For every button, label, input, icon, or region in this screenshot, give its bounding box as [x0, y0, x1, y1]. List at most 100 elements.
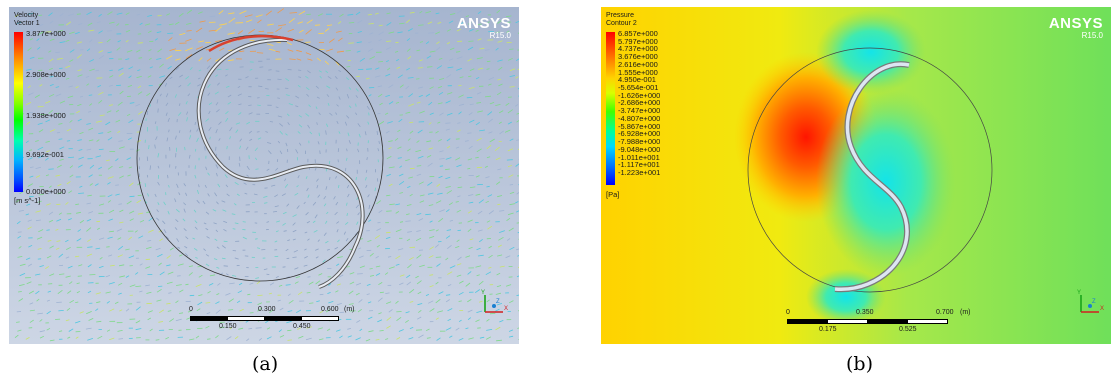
- velocity-arrow: [468, 201, 474, 204]
- velocity-arrow: [156, 58, 162, 60]
- velocity-arrow: [266, 221, 270, 223]
- velocity-arrow: [357, 148, 360, 153]
- velocity-arrow: [223, 220, 228, 223]
- velocity-arrow: [213, 258, 218, 260]
- velocity-arrow: [367, 240, 372, 242]
- velocity-arrow: [89, 68, 95, 72]
- velocity-arrow: [178, 312, 184, 314]
- velocity-arrow: [426, 55, 432, 59]
- velocity-arrow: [88, 174, 93, 178]
- velocity-arrow: [156, 31, 162, 34]
- velocity-arrow: [425, 328, 430, 332]
- velocity-arrow: [315, 280, 321, 285]
- velocity-arrow: [286, 113, 290, 117]
- velocity-arrow: [336, 120, 339, 124]
- velocity-arrow: [515, 21, 519, 24]
- velocity-arrow: [227, 94, 232, 98]
- velocity-arrow: [476, 148, 482, 153]
- velocity-arrow: [477, 110, 483, 113]
- velocity-arrow: [37, 200, 42, 203]
- velocity-arrow: [169, 318, 175, 323]
- colorbar-label: 2.616e+000: [618, 59, 658, 69]
- velocity-arrow: [285, 94, 290, 96]
- scale-label: 0.450: [293, 323, 311, 330]
- velocity-arrow: [276, 41, 282, 44]
- velocity-arrow: [457, 186, 463, 189]
- velocity-arrow: [398, 173, 404, 177]
- velocity-arrow: [244, 192, 248, 195]
- velocity-arrow: [307, 276, 311, 278]
- velocity-arrow: [406, 204, 412, 206]
- velocity-arrow: [185, 283, 189, 286]
- velocity-arrow: [508, 174, 514, 178]
- velocity-arrow: [337, 239, 340, 243]
- velocity-arrow: [117, 101, 123, 106]
- velocity-arrow: [477, 229, 483, 232]
- velocity-arrow: [57, 192, 63, 195]
- velocity-arrow: [347, 328, 351, 330]
- scale-label: 0.300: [258, 306, 276, 313]
- velocity-arrow: [38, 129, 44, 133]
- velocity-arrow: [338, 184, 340, 189]
- velocity-arrow: [88, 94, 93, 96]
- velocity-arrow: [45, 266, 50, 270]
- velocity-arrow: [306, 19, 313, 24]
- velocity-arrow: [406, 274, 411, 279]
- velocity-arrow: [98, 265, 104, 269]
- velocity-arrow: [94, 183, 99, 186]
- velocity-arrow: [374, 75, 381, 78]
- velocity-arrow: [419, 264, 425, 268]
- velocity-arrow: [198, 274, 203, 278]
- velocity-arrow: [68, 31, 75, 35]
- velocity-arrow: [496, 303, 503, 306]
- velocity-arrow: [485, 271, 492, 276]
- velocity-arrow: [174, 21, 180, 25]
- velocity-arrow: [199, 20, 206, 23]
- velocity-arrow: [318, 112, 321, 116]
- velocity-colorbar: [14, 32, 23, 192]
- velocity-arrow: [205, 211, 210, 215]
- velocity-arrow: [314, 214, 318, 219]
- velocity-arrow: [379, 291, 384, 294]
- velocity-arrow: [154, 38, 158, 41]
- brand-name: ANSYS: [1048, 15, 1103, 32]
- velocity-arrow: [27, 219, 32, 222]
- velocity-arrow: [347, 13, 354, 16]
- velocity-arrow: [49, 38, 55, 41]
- velocity-arrow: [305, 176, 308, 179]
- velocity-arrow: [254, 157, 258, 161]
- velocity-arrow: [97, 335, 103, 340]
- velocity-arrow: [467, 309, 473, 313]
- velocity-arrow: [485, 176, 490, 179]
- velocity-arrow: [35, 140, 39, 142]
- scale-segment: [190, 316, 228, 321]
- velocity-field-canvas: Y X Z: [9, 7, 519, 344]
- figure-caption-a: (a): [252, 353, 279, 375]
- velocity-arrow: [388, 166, 395, 169]
- velocity-arrow: [389, 203, 395, 206]
- velocity-arrow: [478, 238, 483, 243]
- velocity-arrow: [476, 57, 483, 60]
- velocity-arrow: [428, 122, 432, 125]
- velocity-arrow: [296, 205, 300, 209]
- velocity-arrow: [189, 67, 193, 71]
- velocity-arrow: [378, 282, 383, 286]
- velocity-arrow: [26, 281, 32, 285]
- velocity-arrow: [146, 156, 149, 161]
- velocity-arrow: [18, 246, 22, 249]
- colorbar-label: 3.877e+000: [26, 29, 66, 38]
- velocity-arrow: [128, 182, 134, 187]
- velocity-arrow: [156, 299, 162, 302]
- velocity-arrow: [434, 244, 439, 248]
- velocity-arrow: [270, 184, 276, 187]
- velocity-arrow: [48, 109, 53, 114]
- velocity-arrow: [288, 17, 295, 24]
- velocity-arrow: [166, 13, 170, 16]
- velocity-arrow: [295, 105, 299, 108]
- velocity-arrow: [387, 67, 391, 71]
- velocity-arrow: [317, 13, 323, 17]
- velocity-arrow: [177, 112, 182, 116]
- velocity-arrow: [343, 231, 346, 235]
- velocity-arrow: [408, 103, 415, 107]
- velocity-arrow: [125, 58, 130, 60]
